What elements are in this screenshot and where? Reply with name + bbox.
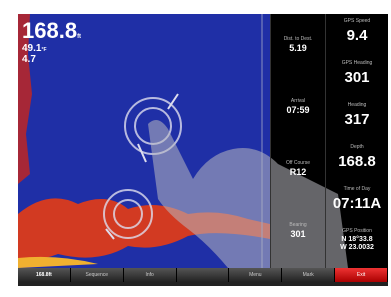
field-label: Time of Day xyxy=(326,186,388,192)
temperature-unit: °F xyxy=(41,47,46,53)
depth-value: 168.8 xyxy=(22,18,77,43)
field-label: Heading xyxy=(326,102,388,108)
field-value: 07:11A xyxy=(326,195,388,212)
field-label: Off Course xyxy=(271,160,325,166)
field-value: W 23.0032 xyxy=(326,244,388,251)
field-label: GPS Position xyxy=(326,228,388,234)
field-label: Bearing xyxy=(271,222,325,228)
field-value: 317 xyxy=(326,111,388,128)
speed-reading: 4.7 xyxy=(22,54,36,65)
field-value: 07:59 xyxy=(271,105,325,115)
field-label: GPS Speed xyxy=(326,18,388,24)
temperature-value: 49.1 xyxy=(22,43,41,54)
field-value: N 18°33.8 xyxy=(326,236,388,243)
depth-unit: ft xyxy=(77,34,81,40)
depth-reading: 168.8ft xyxy=(22,18,81,44)
field-label: Arrival xyxy=(271,98,325,104)
field-label: Dist. to Dest. xyxy=(271,36,325,42)
temperature-reading: 49.1°F xyxy=(22,43,47,54)
field-value: 301 xyxy=(326,69,388,86)
field-value: 301 xyxy=(271,229,325,239)
field-label: GPS Heading xyxy=(326,60,388,66)
field-value: 5.19 xyxy=(271,43,325,53)
field-label: Depth xyxy=(326,144,388,150)
page: 168.8ft 49.1°F 4.7 Dist. to Dest.5.19Arr… xyxy=(0,0,391,297)
field-value: 168.8 xyxy=(326,153,388,170)
field-value: 9.4 xyxy=(326,27,388,44)
field-value: R12 xyxy=(271,167,325,177)
right-panel: GPS Speed 9.4 GPS Heading 301 Heading 317 Dept… xyxy=(326,14,388,268)
